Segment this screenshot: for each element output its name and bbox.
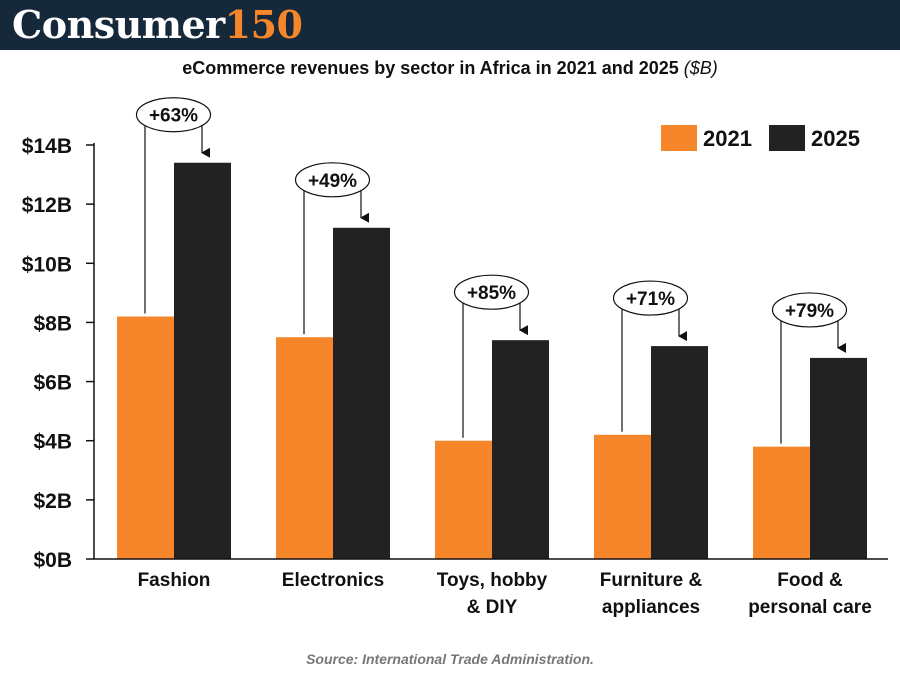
growth-label-3: +71%: [626, 289, 675, 310]
growth-label-0: +63%: [149, 106, 198, 127]
y-tick-label: $10B: [22, 253, 72, 276]
source-note: Source: International Trade Administrati…: [306, 651, 594, 667]
chart-title: eCommerce revenues by sector in Africa i…: [0, 58, 900, 79]
growth-ellipse-0: [135, 97, 212, 133]
brand-logo: Consumer150: [12, 2, 303, 48]
bar-2021-4: [753, 446, 810, 559]
growth-label-2: +85%: [467, 283, 516, 304]
legend-swatch-2025: [769, 125, 805, 151]
bar-2025-3: [651, 346, 708, 559]
y-tick-label: $2B: [33, 490, 72, 513]
y-tick-label: $8B: [33, 312, 72, 335]
legend-label-2021: 2021: [703, 126, 752, 151]
bar-2025-1: [333, 227, 390, 560]
x-category-label: Food &: [777, 570, 843, 591]
growth-label-4: +79%: [785, 301, 834, 322]
chart-title-text: eCommerce revenues by sector in Africa i…: [182, 58, 679, 78]
growth-ellipse-3: [612, 280, 689, 316]
x-category-label: & DIY: [467, 597, 518, 618]
bar-2025-4: [810, 357, 867, 559]
y-tick-label: $4B: [33, 431, 72, 454]
y-tick-label: $14B: [22, 135, 72, 158]
x-category-label: appliances: [602, 597, 700, 618]
chart-title-unit: ($B): [683, 58, 718, 78]
growth-ellipse-2: [453, 274, 530, 310]
bar-2021-3: [594, 434, 651, 559]
x-category-label: Furniture &: [600, 570, 703, 591]
growth-ellipse-4: [771, 292, 848, 328]
legend-label-2025: 2025: [811, 126, 860, 151]
x-category-label: Fashion: [138, 570, 211, 591]
bar-2021-1: [276, 337, 333, 559]
x-category-label: Electronics: [282, 570, 384, 591]
legend-swatch-2021: [661, 125, 697, 151]
bar-2021-0: [117, 316, 174, 559]
logo-word: Consumer: [12, 2, 225, 47]
bar-2021-2: [435, 440, 492, 559]
y-tick-label: $0B: [33, 549, 72, 572]
growth-ellipse-1: [294, 162, 371, 198]
header-bar: Consumer150: [0, 0, 900, 50]
bar-2025-0: [174, 162, 231, 559]
y-tick-label: $12B: [22, 194, 72, 217]
bar-2025-2: [492, 340, 549, 559]
x-category-label: personal care: [748, 597, 872, 618]
logo-number: 150: [224, 2, 303, 47]
growth-label-1: +49%: [308, 171, 357, 192]
x-category-label: Toys, hobby: [437, 570, 548, 591]
y-tick-label: $6B: [33, 372, 72, 395]
